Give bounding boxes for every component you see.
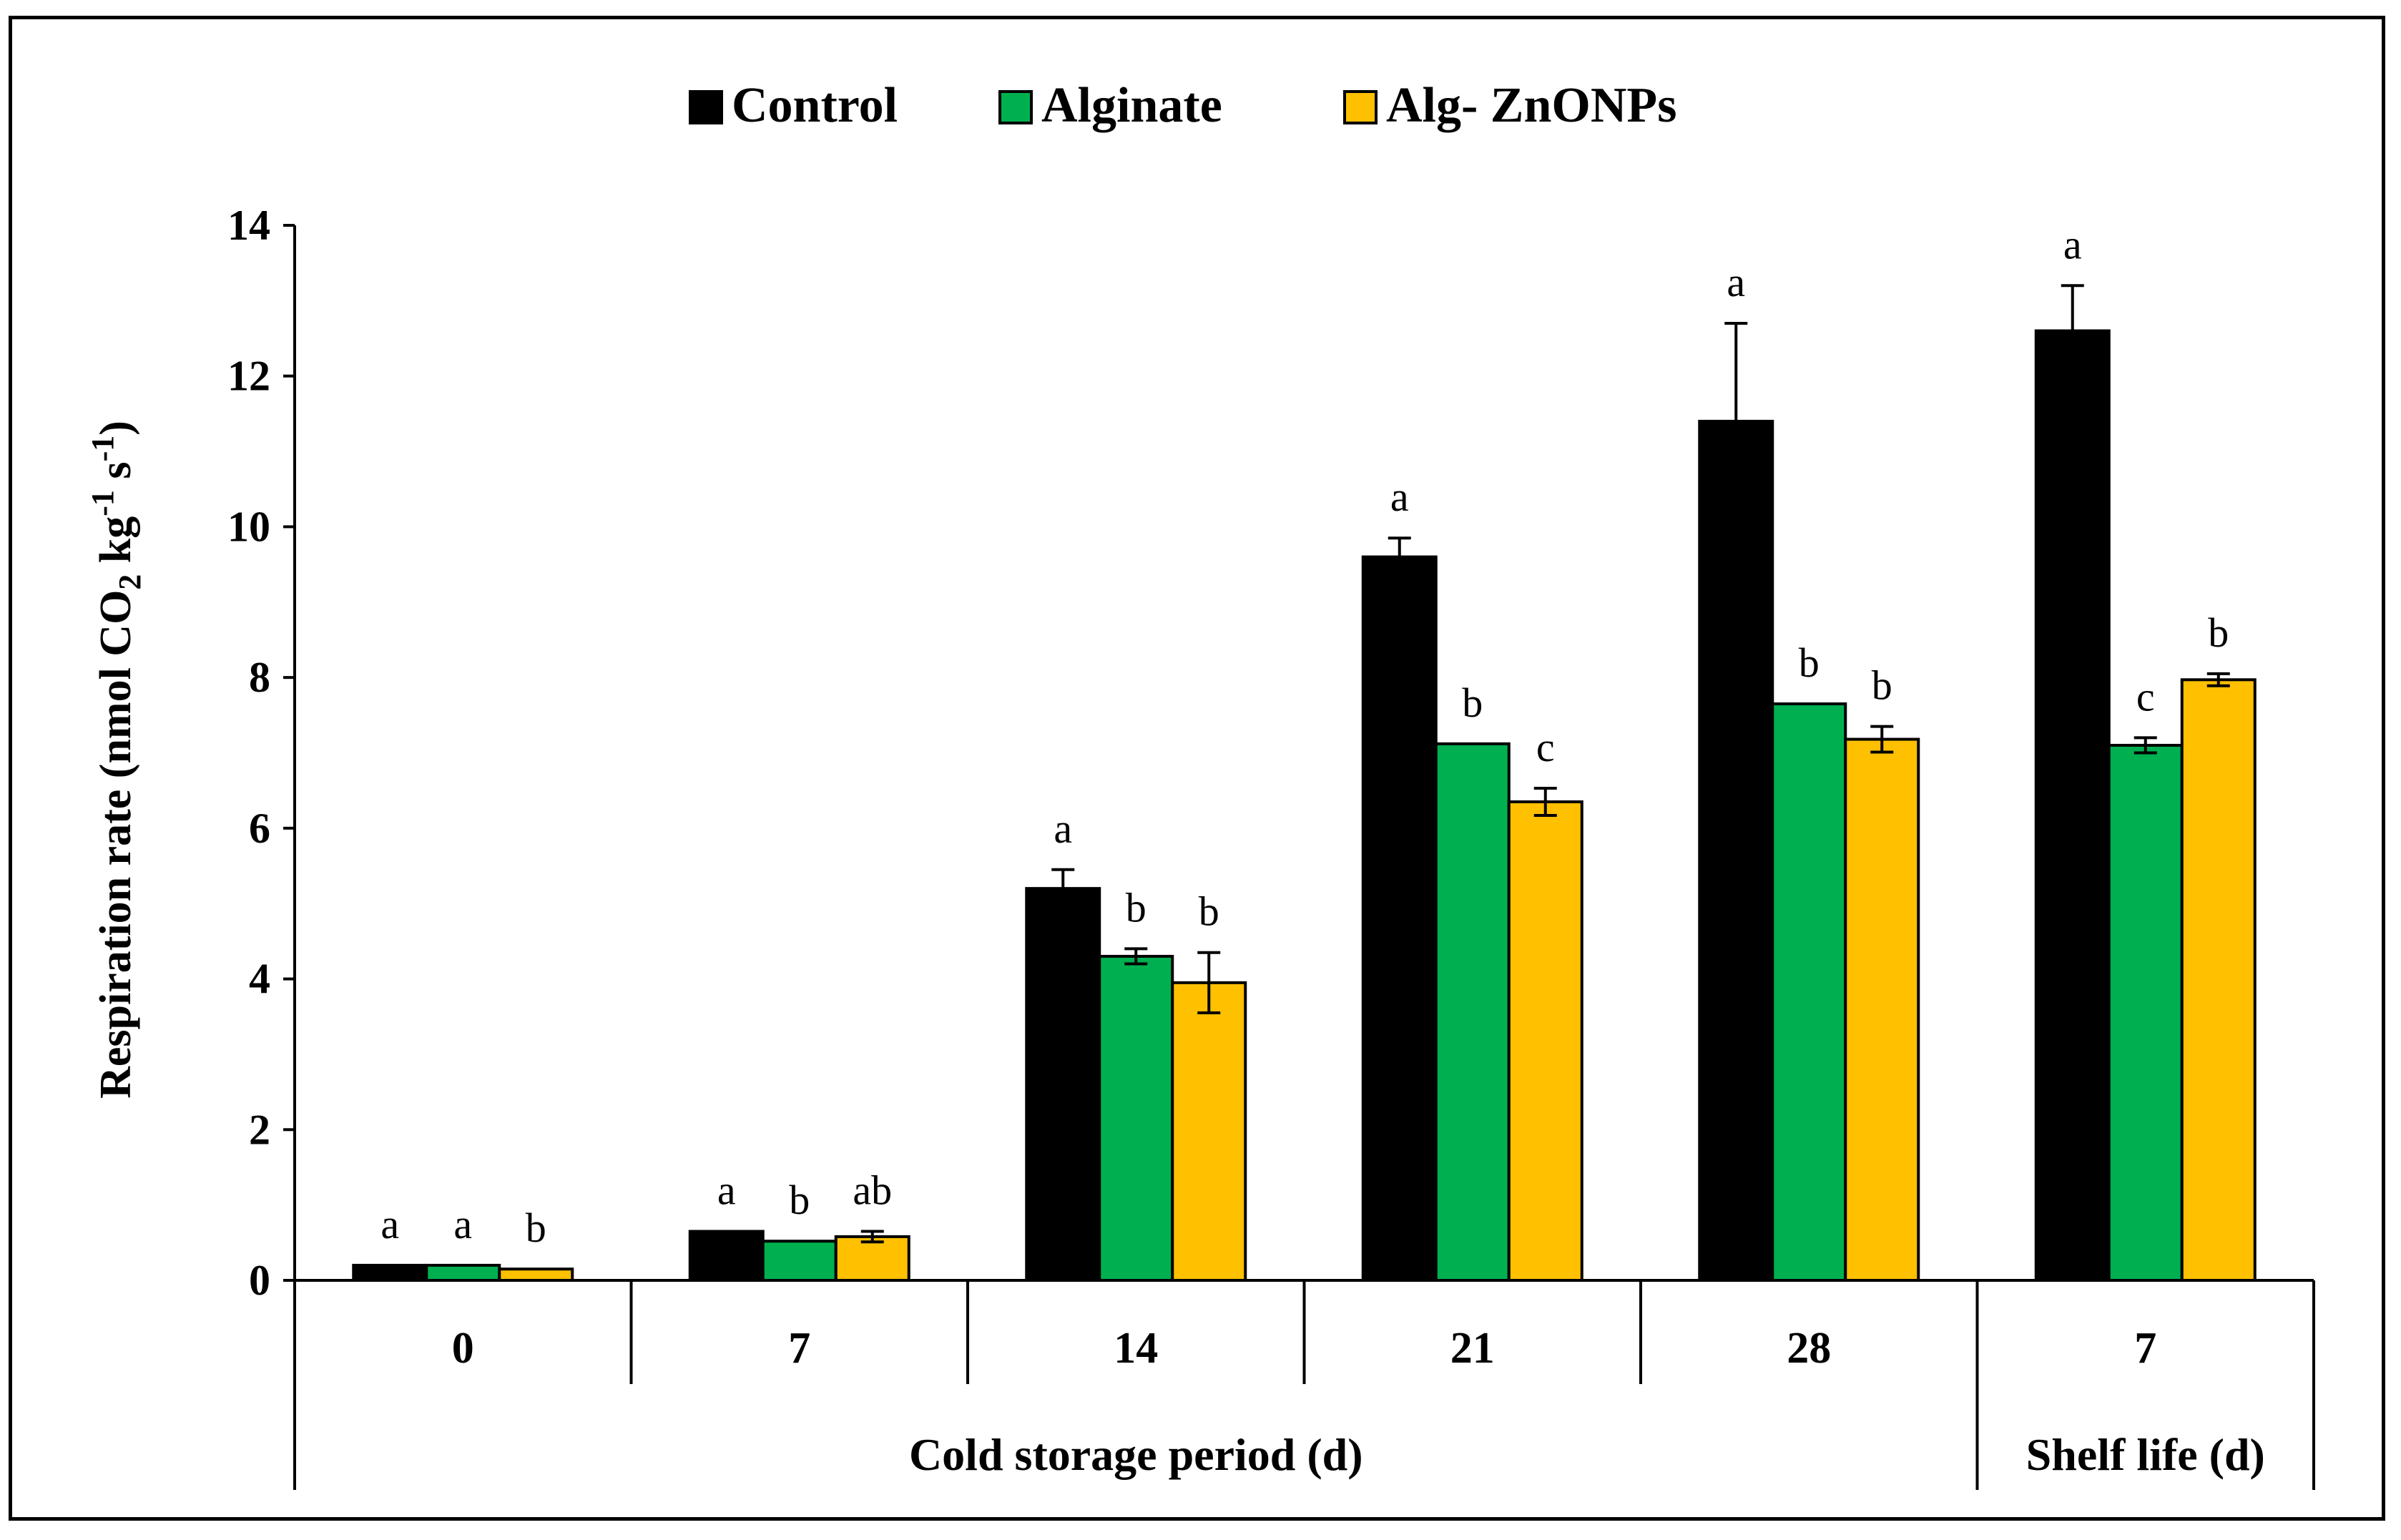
bar-control-0 <box>352 1263 428 1282</box>
significance-letter: b <box>1199 888 1219 935</box>
significance-letter: b <box>789 1177 810 1223</box>
x-tick-label: 28 <box>1787 1324 1831 1373</box>
x-tick-label: 7 <box>2134 1324 2156 1373</box>
significance-letter: a <box>453 1201 472 1247</box>
bar-alg-znonps-2 <box>1171 981 1247 1282</box>
legend: Control Alginate Alg- ZnONPs <box>689 78 1676 133</box>
significance-letter: a <box>1390 474 1409 520</box>
y-axis-label-part: kg <box>92 516 140 574</box>
significance-letter: c <box>2136 673 2155 720</box>
y-axis-label-part: -1 <box>85 490 120 516</box>
significance-letter: b <box>2208 609 2229 656</box>
axes <box>283 224 2315 1490</box>
bars <box>352 329 2257 1282</box>
significance-letter: b <box>1872 662 1892 709</box>
y-tick-label: 2 <box>249 1106 270 1153</box>
y-tick-label: 0 <box>249 1257 270 1304</box>
legend-label: Alg- ZnONPs <box>1386 78 1676 133</box>
y-tick-label: 10 <box>227 503 270 550</box>
significance-letter: b <box>1126 884 1147 931</box>
significance-letter: a <box>380 1201 399 1247</box>
bar-alginate-3 <box>1434 742 1511 1282</box>
significance-letter: c <box>1536 724 1555 770</box>
y-axis-label-part: Respiration rate (nmol CO <box>92 590 140 1099</box>
bar-alg-znonps-5 <box>2180 678 2257 1282</box>
significance-letter: ab <box>853 1167 892 1214</box>
y-tick-label: 8 <box>249 654 270 701</box>
bar-alginate-4 <box>1771 702 1847 1282</box>
bar-control-3 <box>1361 555 1438 1282</box>
x-tick-label: 7 <box>788 1324 810 1373</box>
error-bars <box>860 284 2230 1244</box>
bar-alginate-1 <box>761 1240 838 1282</box>
significance-letter: a <box>2063 221 2082 268</box>
y-tick-label: 6 <box>249 805 270 852</box>
bar-control-2 <box>1025 887 1101 1282</box>
chart-frame <box>9 16 2385 1521</box>
x-group-label-shelf-life: Shelf life (d) <box>2026 1429 2265 1480</box>
bar-alginate-5 <box>2107 743 2184 1282</box>
bar-control-5 <box>2034 329 2111 1282</box>
legend-swatch-alginate <box>998 90 1033 124</box>
bar-control-1 <box>688 1230 765 1282</box>
x-tick-label: 14 <box>1114 1324 1158 1373</box>
significance-letter: a <box>717 1167 736 1214</box>
significance-letter: b <box>1462 680 1483 726</box>
significance-letter: a <box>1054 805 1072 852</box>
x-group-label-cold-storage: Cold storage period (d) <box>909 1429 1363 1480</box>
x-tick-label: 0 <box>452 1324 474 1373</box>
y-axis-label-part: -1 <box>85 436 120 462</box>
y-axis-label: Respiration rate (nmol CO2 kg-1 s-1) <box>85 421 147 1099</box>
bar-alg-znonps-0 <box>498 1267 574 1282</box>
bar-alg-znonps-4 <box>1844 737 1920 1282</box>
y-tick-label: 12 <box>227 353 270 400</box>
y-axis-label-part: s <box>92 461 140 490</box>
y-tick-label: 14 <box>227 202 270 249</box>
tick-labels: 0 2 4 6 8 10 12 14 0 7 14 21 28 7 Cold storage period … <box>227 202 2265 1480</box>
bar-alg-znonps-3 <box>1507 800 1584 1282</box>
bar-alginate-0 <box>425 1263 501 1282</box>
significance-letter: a <box>1727 259 1745 305</box>
legend-label: Control <box>732 78 898 133</box>
y-axis-label-part: 2 <box>112 574 147 590</box>
y-axis-label-part: ) <box>92 421 140 436</box>
significance-letter: b <box>1799 639 1820 686</box>
bar-control-4 <box>1698 419 1774 1282</box>
legend-swatch-alg-znonps <box>1343 90 1378 124</box>
significance-letter: b <box>526 1205 546 1251</box>
legend-swatch-control <box>689 90 723 124</box>
x-tick-label: 21 <box>1450 1324 1495 1373</box>
legend-label: Alginate <box>1041 78 1222 133</box>
y-tick-label: 4 <box>249 956 270 1003</box>
bar-alginate-2 <box>1098 954 1174 1282</box>
